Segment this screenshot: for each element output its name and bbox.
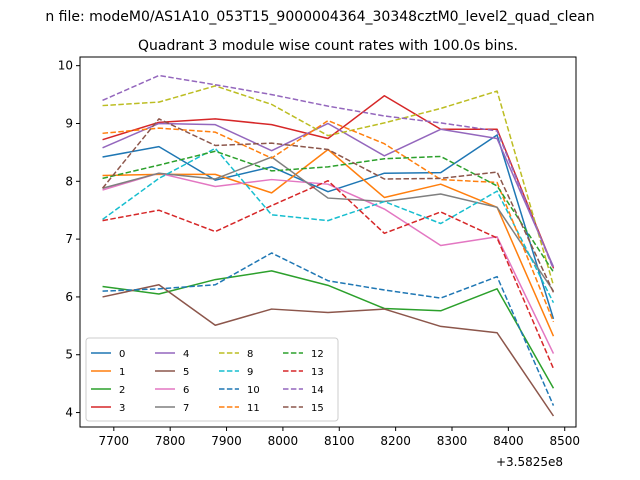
x-tick-label: 7900 bbox=[211, 434, 242, 448]
y-tick-label: 5 bbox=[65, 348, 73, 362]
legend-label-15: 15 bbox=[311, 403, 324, 414]
series-line-10 bbox=[102, 252, 555, 406]
x-tick-label: 8000 bbox=[268, 434, 299, 448]
series-line-0 bbox=[102, 134, 555, 320]
series-line-9 bbox=[102, 147, 555, 304]
legend-label-0: 0 bbox=[119, 349, 125, 360]
plot-frame bbox=[79, 56, 577, 428]
x-tick-label: 8200 bbox=[380, 434, 411, 448]
series-line-11 bbox=[102, 119, 555, 323]
x-axis: 7700 7800 7900 8000 8100 8200 8300 8400 8500 bbox=[99, 427, 580, 448]
y-tick-label: 10 bbox=[58, 59, 73, 73]
y-tick-label: 4 bbox=[65, 406, 73, 420]
legend-label-6: 6 bbox=[183, 385, 189, 396]
legend-label-8: 8 bbox=[247, 349, 253, 360]
series-line-4 bbox=[102, 122, 555, 268]
series-line-1 bbox=[102, 148, 555, 337]
y-tick-label: 8 bbox=[65, 174, 73, 188]
x-tick-label: 8500 bbox=[549, 434, 580, 448]
x-tick-label: 8300 bbox=[437, 434, 468, 448]
legend-label-9: 9 bbox=[247, 367, 253, 378]
y-tick-label: 9 bbox=[65, 116, 73, 130]
legend-label-4: 4 bbox=[183, 349, 189, 360]
x-tick-label: 8100 bbox=[324, 434, 355, 448]
x-tick-label: 7800 bbox=[155, 434, 186, 448]
y-tick-label: 7 bbox=[65, 232, 73, 246]
legend-label-3: 3 bbox=[119, 403, 125, 414]
series-line-3 bbox=[102, 94, 555, 269]
series-line-2 bbox=[102, 270, 555, 389]
legend-label-11: 11 bbox=[247, 403, 260, 414]
x-tick-label: 8400 bbox=[493, 434, 524, 448]
series-line-7 bbox=[102, 156, 555, 292]
series-line-14 bbox=[102, 74, 555, 270]
legend-label-14: 14 bbox=[311, 385, 324, 396]
legend-label-5: 5 bbox=[183, 367, 189, 378]
chart-title: Quadrant 3 module wise count rates with … bbox=[138, 38, 518, 54]
legend-label-13: 13 bbox=[311, 367, 324, 378]
x-tick-label: 7700 bbox=[99, 434, 130, 448]
legend-label-7: 7 bbox=[183, 403, 189, 414]
legend-box bbox=[85, 337, 339, 422]
series-line-5 bbox=[102, 284, 555, 417]
legend-label-2: 2 bbox=[119, 385, 125, 396]
y-tick-label: 6 bbox=[65, 290, 73, 304]
series-line-13 bbox=[102, 179, 555, 369]
legend-label-1: 1 bbox=[119, 367, 125, 378]
series-line-12 bbox=[102, 150, 555, 273]
legend-label-10: 10 bbox=[247, 385, 260, 396]
series-lines bbox=[101, 74, 555, 417]
y-axis: 4 5 6 7 8 9 10 bbox=[58, 59, 80, 420]
series-line-6 bbox=[102, 172, 555, 354]
series-line-8 bbox=[102, 85, 555, 286]
figure-suptitle: n file: modeM0/AS1A10_053T15_9000004364_… bbox=[45, 9, 594, 25]
legend-label-12: 12 bbox=[311, 349, 324, 360]
x-axis-offset-label: +3.5825e8 bbox=[496, 455, 563, 469]
series-line-15 bbox=[101, 118, 555, 293]
